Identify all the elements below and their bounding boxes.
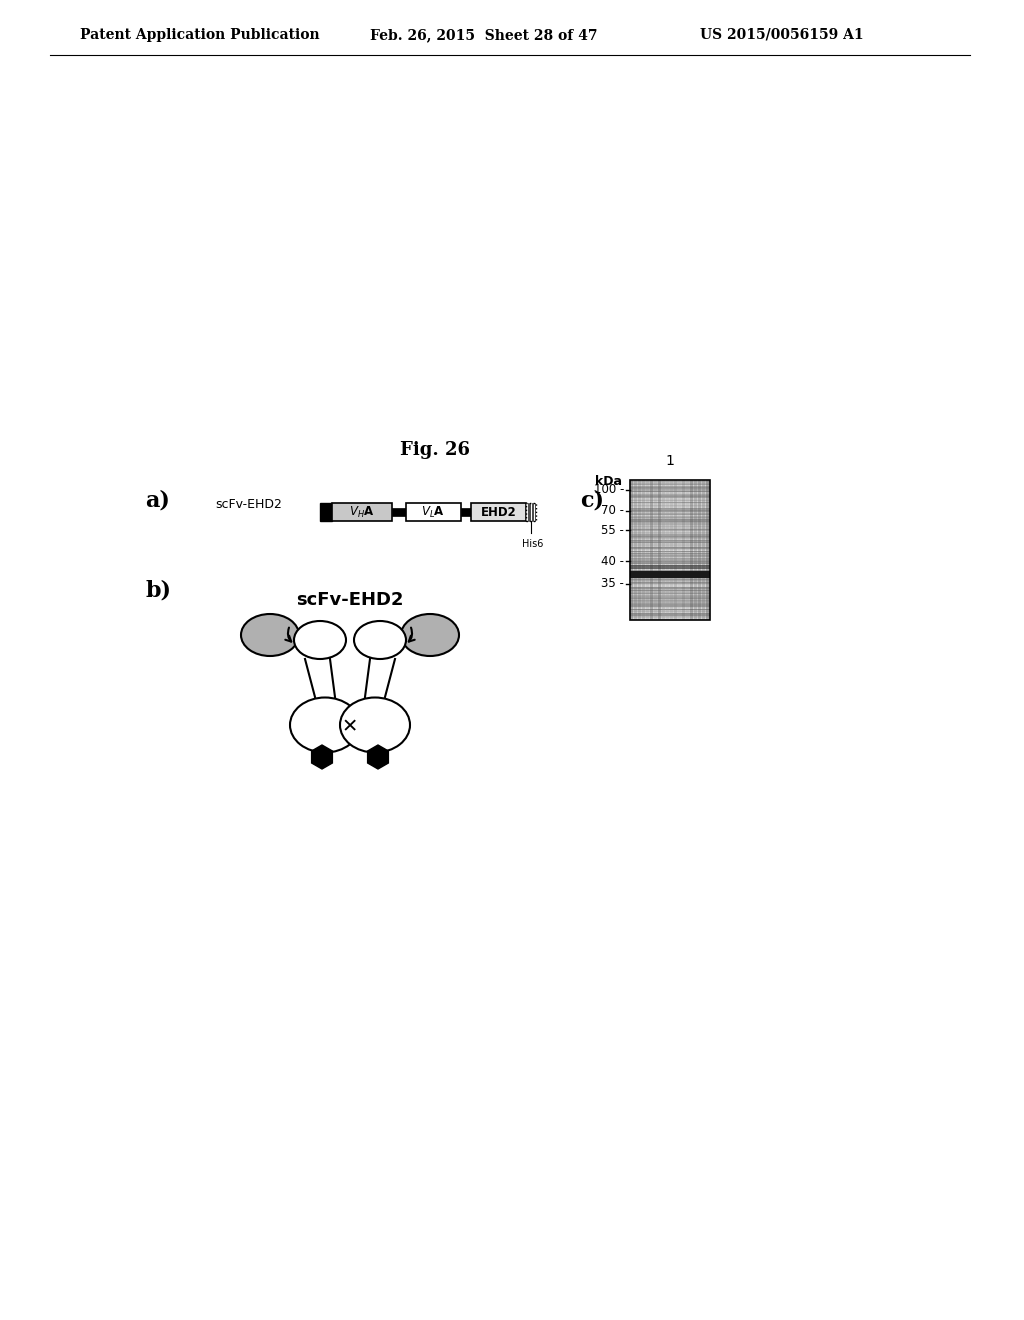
Bar — [650, 480, 653, 620]
Bar — [630, 480, 633, 620]
Bar — [662, 480, 665, 620]
Ellipse shape — [401, 614, 459, 656]
Text: b): b) — [145, 579, 171, 601]
Text: 55 -: 55 - — [601, 524, 624, 537]
Text: US 2015/0056159 A1: US 2015/0056159 A1 — [700, 28, 863, 42]
FancyBboxPatch shape — [332, 503, 392, 521]
Text: Feb. 26, 2015  Sheet 28 of 47: Feb. 26, 2015 Sheet 28 of 47 — [370, 28, 597, 42]
FancyBboxPatch shape — [471, 503, 526, 521]
Bar — [654, 480, 657, 620]
Text: a): a) — [145, 488, 170, 511]
FancyBboxPatch shape — [406, 503, 461, 521]
Bar — [702, 480, 705, 620]
Bar — [630, 572, 710, 578]
Bar — [638, 480, 641, 620]
FancyBboxPatch shape — [461, 508, 471, 516]
Text: c): c) — [580, 488, 604, 511]
Bar — [674, 480, 677, 620]
Bar — [666, 480, 669, 620]
FancyBboxPatch shape — [526, 503, 536, 521]
Bar — [694, 480, 697, 620]
Text: scFv-EHD2: scFv-EHD2 — [215, 499, 282, 511]
Bar — [698, 480, 701, 620]
Bar — [690, 480, 693, 620]
Ellipse shape — [294, 620, 346, 659]
Bar — [646, 480, 649, 620]
Ellipse shape — [354, 620, 406, 659]
Bar — [678, 480, 681, 620]
Text: His6: His6 — [522, 539, 544, 549]
Text: ✕: ✕ — [342, 718, 358, 737]
Text: $V_H$A: $V_H$A — [349, 504, 375, 520]
Text: 70 -: 70 - — [601, 504, 624, 517]
Text: Fig. 26: Fig. 26 — [400, 441, 470, 459]
Text: $V_L$A: $V_L$A — [422, 504, 445, 520]
Ellipse shape — [241, 614, 299, 656]
Text: 40 -: 40 - — [601, 554, 624, 568]
Bar — [706, 480, 709, 620]
Bar — [686, 480, 689, 620]
Text: 100 -: 100 - — [594, 483, 624, 496]
Bar — [642, 480, 645, 620]
FancyBboxPatch shape — [392, 508, 406, 516]
Text: kDa: kDa — [595, 475, 622, 488]
Bar — [630, 565, 710, 569]
Ellipse shape — [340, 697, 410, 752]
Ellipse shape — [290, 697, 360, 752]
FancyBboxPatch shape — [319, 503, 332, 521]
Bar — [630, 480, 710, 620]
Bar — [634, 480, 637, 620]
Bar — [658, 480, 662, 620]
Bar — [682, 480, 685, 620]
Text: EHD2: EHD2 — [480, 506, 516, 519]
Text: 35 -: 35 - — [601, 577, 624, 590]
Bar — [670, 480, 673, 620]
Text: Patent Application Publication: Patent Application Publication — [80, 28, 319, 42]
Text: 1: 1 — [666, 454, 675, 469]
Text: scFv-EHD2: scFv-EHD2 — [296, 591, 403, 609]
